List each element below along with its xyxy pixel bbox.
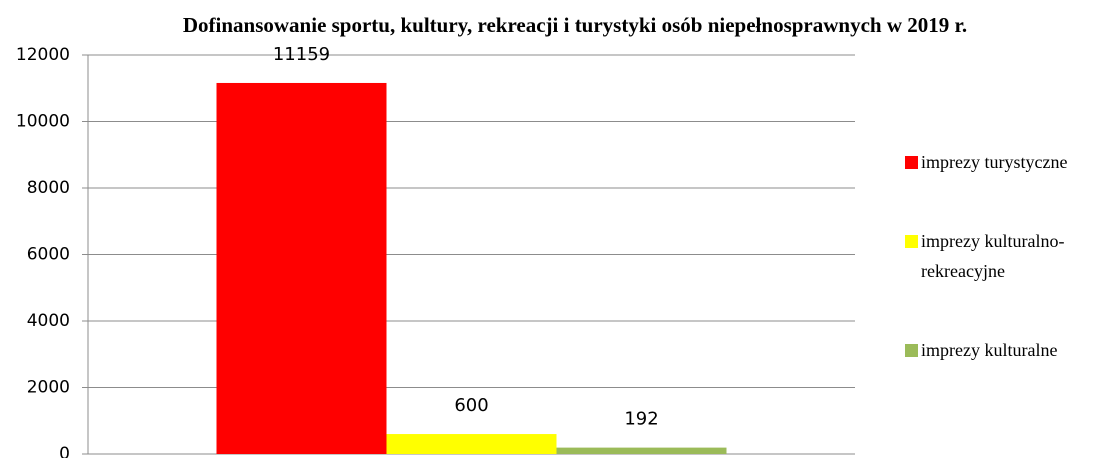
bar	[386, 434, 557, 454]
y-tick-label: 0	[59, 444, 70, 458]
legend-label: imprezy kulturalno-rekreacyjne	[921, 231, 1065, 281]
legend-swatch	[905, 156, 918, 169]
y-tick-label: 2000	[27, 378, 70, 398]
y-tick-label: 10000	[16, 112, 70, 132]
bar	[556, 447, 727, 454]
data-label: 11159	[273, 44, 330, 65]
legend-label: imprezy kulturalne	[921, 340, 1058, 360]
y-tick-label: 8000	[27, 178, 70, 198]
y-tick-label: 4000	[27, 311, 70, 331]
data-label: 600	[454, 395, 488, 416]
chart-title: Dofinansowanie sportu, kultury, rekreacj…	[183, 13, 967, 37]
legend-item: imprezy turystyczne	[905, 147, 1103, 177]
legend-item: imprezy kulturalne	[905, 335, 1103, 365]
legend-swatch	[905, 235, 918, 248]
bar	[216, 82, 387, 454]
legend-label: imprezy turystyczne	[921, 152, 1068, 172]
data-label: 192	[624, 409, 658, 430]
legend-item: imprezy kulturalno-rekreacyjne	[905, 226, 1103, 286]
y-tick-label: 12000	[16, 45, 70, 65]
y-tick-label: 6000	[27, 245, 70, 265]
legend-swatch	[905, 344, 918, 357]
